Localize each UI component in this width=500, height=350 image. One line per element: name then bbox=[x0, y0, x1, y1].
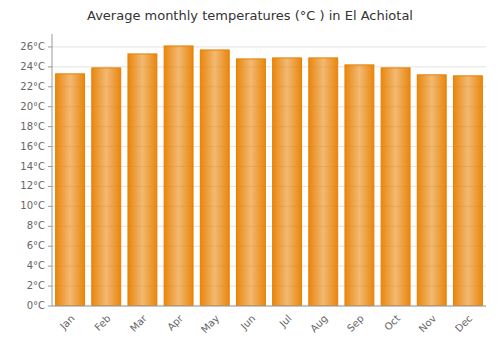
grid bbox=[52, 47, 486, 306]
x-tick-label: Feb bbox=[92, 313, 112, 333]
x-tick-label: Nov bbox=[417, 313, 439, 335]
y-axis: 0°C 2°C 4°C 6°C 8°C 10°C 12°C 14°C 16°C 18°C 20°C 2… bbox=[20, 34, 52, 311]
y-tick-label: 6°C bbox=[27, 240, 45, 251]
y-tick bbox=[48, 266, 52, 267]
y-tick bbox=[48, 306, 52, 307]
grid-line bbox=[52, 46, 486, 47]
bar bbox=[128, 54, 157, 306]
y-tick bbox=[48, 206, 52, 207]
y-tick bbox=[48, 226, 52, 227]
bar bbox=[453, 76, 482, 306]
x-tick-label: Aug bbox=[308, 313, 330, 335]
y-tick-label: 20°C bbox=[20, 101, 45, 112]
y-tick bbox=[48, 86, 52, 87]
bar bbox=[273, 58, 302, 306]
y-tick bbox=[48, 286, 52, 287]
y-tick bbox=[48, 246, 52, 247]
bar bbox=[417, 75, 446, 306]
x-tick-label: Apr bbox=[165, 312, 186, 333]
y-tick-label: 2°C bbox=[27, 280, 45, 291]
y-tick-label: 26°C bbox=[20, 41, 45, 52]
y-tick bbox=[48, 126, 52, 127]
title: Average monthly temperatures (°C ) in El… bbox=[87, 8, 413, 23]
y-tick-label: 10°C bbox=[20, 200, 45, 211]
grid-line bbox=[52, 66, 486, 67]
x-tick-label: Oct bbox=[382, 313, 402, 333]
bar bbox=[309, 58, 338, 306]
grid-line bbox=[52, 306, 486, 307]
bar bbox=[236, 59, 265, 306]
y-tick-label: 18°C bbox=[20, 121, 45, 132]
y-tick bbox=[48, 186, 52, 187]
bars bbox=[56, 46, 483, 306]
x-tick-label: Jan bbox=[57, 313, 76, 332]
y-tick-label: 16°C bbox=[20, 141, 45, 152]
bar bbox=[200, 50, 229, 306]
y-tick-label: 24°C bbox=[20, 61, 45, 72]
y-tick-label: 4°C bbox=[27, 260, 45, 271]
bar bbox=[164, 46, 193, 306]
bar bbox=[56, 74, 85, 306]
x-axis: Jan Feb Mar Apr May Jun Jul Aug Sep Oct Nov Dec bbox=[52, 306, 486, 335]
x-tick-label: Jun bbox=[238, 313, 258, 333]
bar bbox=[381, 68, 410, 306]
x-tick-label: May bbox=[199, 313, 221, 335]
y-tick-label: 22°C bbox=[20, 81, 45, 92]
x-tick-label: Mar bbox=[128, 312, 150, 334]
y-tick-label: 14°C bbox=[20, 161, 45, 172]
y-tick bbox=[48, 106, 52, 107]
y-tick-label: 12°C bbox=[20, 180, 45, 191]
x-tick-label: Jul bbox=[277, 313, 294, 330]
x-axis-line bbox=[52, 306, 486, 307]
y-tick bbox=[48, 146, 52, 147]
x-tick-label: Sep bbox=[345, 313, 366, 334]
y-tick bbox=[48, 46, 52, 47]
bar bbox=[345, 65, 374, 306]
y-axis-line bbox=[52, 34, 53, 306]
y-tick-label: 8°C bbox=[27, 220, 45, 231]
chart: Average monthly temperatures (°C ) in El… bbox=[0, 0, 500, 350]
x-tick-label: Dec bbox=[453, 313, 474, 334]
y-tick bbox=[48, 166, 52, 167]
y-tick bbox=[48, 66, 52, 67]
bar bbox=[92, 68, 121, 306]
y-tick-label: 0°C bbox=[27, 300, 45, 311]
